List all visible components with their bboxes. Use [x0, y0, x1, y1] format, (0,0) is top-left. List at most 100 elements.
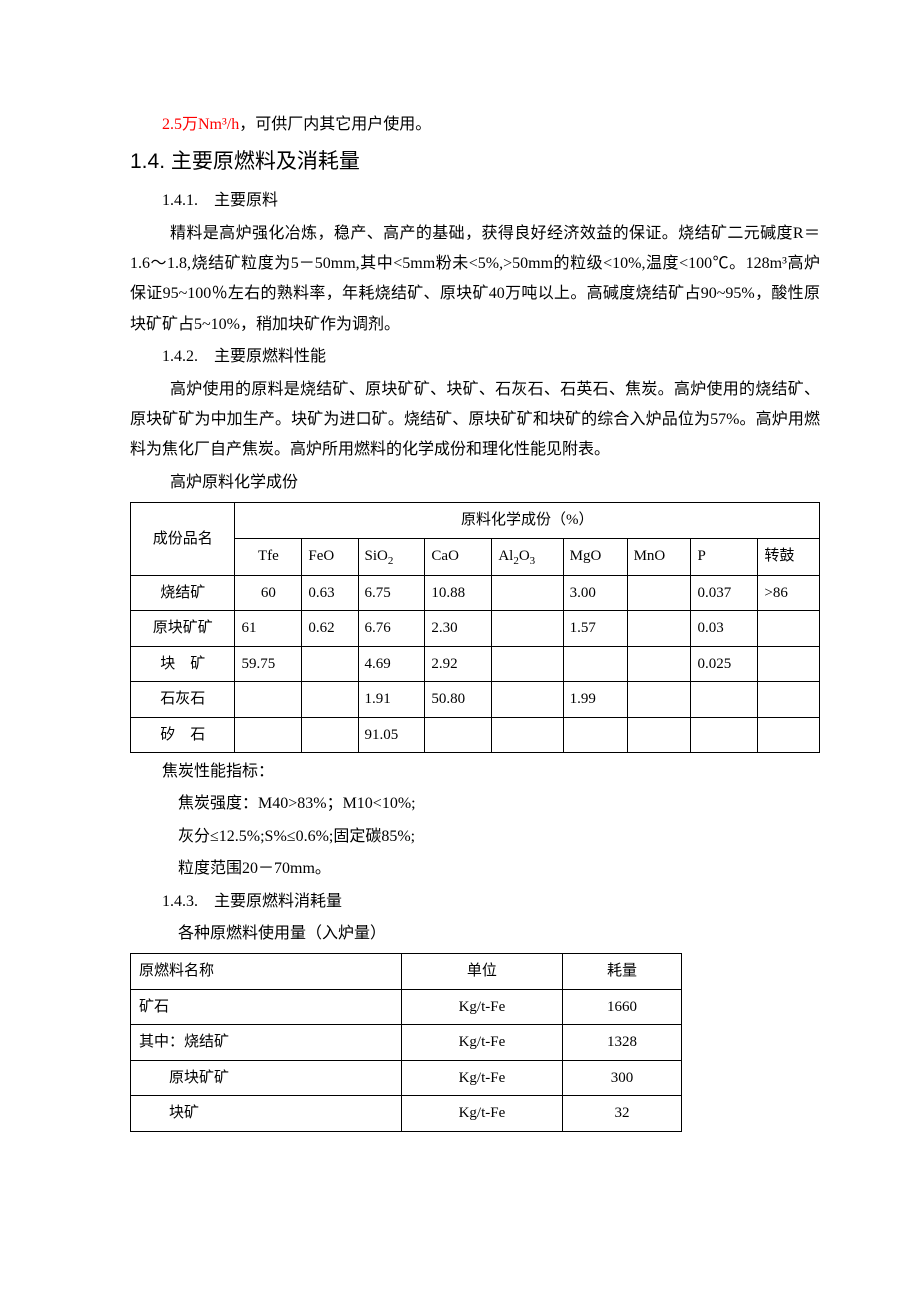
table-cell: 91.05 — [358, 717, 425, 753]
consumption-table: 原燃料名称 单位 耗量 矿石 Kg/t-Fe 1660 其中：烧结矿 Kg/t-… — [130, 953, 682, 1132]
table-cell — [492, 717, 563, 753]
subsection-1-4-2: 1.4.2. 主要原燃料性能 — [130, 342, 820, 372]
table-header-cell: 转鼓 — [758, 538, 820, 575]
table-cell — [235, 717, 302, 753]
section-number: 1.4. — [130, 150, 165, 173]
table-cell: 烧结矿 — [131, 575, 235, 611]
intro-red: 2.5万Nm³/h — [162, 116, 239, 133]
table-cell: 原块矿矿 — [131, 1060, 402, 1096]
table-row: 矽 石 91.05 — [131, 717, 820, 753]
subsection-1-4-1: 1.4.1. 主要原料 — [130, 186, 820, 216]
table-cell — [425, 717, 492, 753]
table-cell: 0.03 — [691, 611, 758, 647]
table-cell: 10.88 — [425, 575, 492, 611]
table-row: 烧结矿 60 0.63 6.75 10.88 3.00 0.037 >86 — [131, 575, 820, 611]
table-cell: 2.92 — [425, 646, 492, 682]
coke-title: 焦炭性能指标： — [130, 757, 820, 787]
table-header-cell: 单位 — [401, 954, 562, 990]
table-header-cell: 耗量 — [562, 954, 681, 990]
table-cell: 50.80 — [425, 682, 492, 718]
table-header-cell: P — [691, 538, 758, 575]
table-cell: 32 — [562, 1096, 681, 1132]
table-cell: 6.75 — [358, 575, 425, 611]
table-header-group: 原料化学成份（%） — [235, 503, 820, 539]
table-header-cell: CaO — [425, 538, 492, 575]
table-cell: 1.91 — [358, 682, 425, 718]
table-cell: 原块矿矿 — [131, 611, 235, 647]
table-cell: 1328 — [562, 1025, 681, 1061]
table-row: 原块矿矿 61 0.62 6.76 2.30 1.57 0.03 — [131, 611, 820, 647]
table-header-cell: Al2O3 — [492, 538, 563, 575]
table-cell: 其中：烧结矿 — [131, 1025, 402, 1061]
coke-line-3: 粒度范围20－70mm。 — [130, 854, 820, 884]
table-cell — [627, 717, 691, 753]
table-cell — [758, 646, 820, 682]
table-cell: Kg/t-Fe — [401, 989, 562, 1025]
table-cell: 6.76 — [358, 611, 425, 647]
table-cell: 59.75 — [235, 646, 302, 682]
table-cell — [627, 611, 691, 647]
table-cell: Kg/t-Fe — [401, 1060, 562, 1096]
table-cell — [627, 646, 691, 682]
table-cell: Kg/t-Fe — [401, 1025, 562, 1061]
intro-line: 2.5万Nm³/h，可供厂内其它用户使用。 — [130, 110, 820, 140]
table-cell: 61 — [235, 611, 302, 647]
table-cell: 1.57 — [563, 611, 627, 647]
table-row: 成份品名 原料化学成份（%） — [131, 503, 820, 539]
table-header-cell: MnO — [627, 538, 691, 575]
coke-line-2: 灰分≤12.5%;S%≤0.6%;固定碳85%; — [130, 822, 820, 852]
table-cell — [492, 575, 563, 611]
table-cell — [302, 682, 358, 718]
table-cell: 2.30 — [425, 611, 492, 647]
table-cell: 1660 — [562, 989, 681, 1025]
table-cell: 0.025 — [691, 646, 758, 682]
table-cell — [235, 682, 302, 718]
table-row: 原燃料名称 单位 耗量 — [131, 954, 682, 990]
table-cell — [758, 611, 820, 647]
subsection-1-4-3: 1.4.3. 主要原燃料消耗量 — [130, 887, 820, 917]
table-cell — [563, 646, 627, 682]
table-cell: 矿石 — [131, 989, 402, 1025]
composition-table: 成份品名 原料化学成份（%） Tfe FeO SiO2 CaO Al2O3 Mg… — [130, 502, 820, 753]
table-cell — [691, 682, 758, 718]
intro-black: ，可供厂内其它用户使用。 — [239, 116, 431, 133]
table-cell — [302, 646, 358, 682]
table-row: 原块矿矿 Kg/t-Fe 300 — [131, 1060, 682, 1096]
table-cell — [492, 611, 563, 647]
table-cell — [563, 717, 627, 753]
table-row: 石灰石 1.91 50.80 1.99 — [131, 682, 820, 718]
table-cell — [758, 682, 820, 718]
table-header-cell: 成份品名 — [131, 503, 235, 575]
table-header-cell: 原燃料名称 — [131, 954, 402, 990]
table-cell: 0.037 — [691, 575, 758, 611]
table-cell: Kg/t-Fe — [401, 1096, 562, 1132]
table-row: 块 矿 59.75 4.69 2.92 0.025 — [131, 646, 820, 682]
table-cell — [758, 717, 820, 753]
table2-caption: 各种原燃料使用量（入炉量） — [130, 919, 820, 949]
table-cell — [691, 717, 758, 753]
table-cell — [302, 717, 358, 753]
table-cell — [627, 575, 691, 611]
table-cell: 块 矿 — [131, 646, 235, 682]
para-1-4-2: 高炉使用的原料是烧结矿、原块矿矿、块矿、石灰石、石英石、焦炭。高炉使用的烧结矿、… — [130, 375, 820, 466]
table-cell: 60 — [235, 575, 302, 611]
table-header-cell: Tfe — [235, 538, 302, 575]
table-cell: >86 — [758, 575, 820, 611]
table-row: 其中：烧结矿 Kg/t-Fe 1328 — [131, 1025, 682, 1061]
table-cell: 0.63 — [302, 575, 358, 611]
table-header-cell: MgO — [563, 538, 627, 575]
table-cell: 3.00 — [563, 575, 627, 611]
table-row: 矿石 Kg/t-Fe 1660 — [131, 989, 682, 1025]
table-cell: 1.99 — [563, 682, 627, 718]
section-1-4-title: 1.4. 主要原燃料及消耗量 — [130, 142, 820, 182]
table-cell — [627, 682, 691, 718]
table-cell — [492, 646, 563, 682]
table-row: 块矿 Kg/t-Fe 32 — [131, 1096, 682, 1132]
table-cell — [492, 682, 563, 718]
table-header-cell: FeO — [302, 538, 358, 575]
para-1-4-1: 精料是高炉强化冶炼，稳产、高产的基础，获得良好经济效益的保证。烧结矿二元碱度R＝… — [130, 219, 820, 341]
table-cell: 石灰石 — [131, 682, 235, 718]
table-cell: 0.62 — [302, 611, 358, 647]
section-text: 主要原燃料及消耗量 — [171, 150, 360, 173]
table-cell: 4.69 — [358, 646, 425, 682]
